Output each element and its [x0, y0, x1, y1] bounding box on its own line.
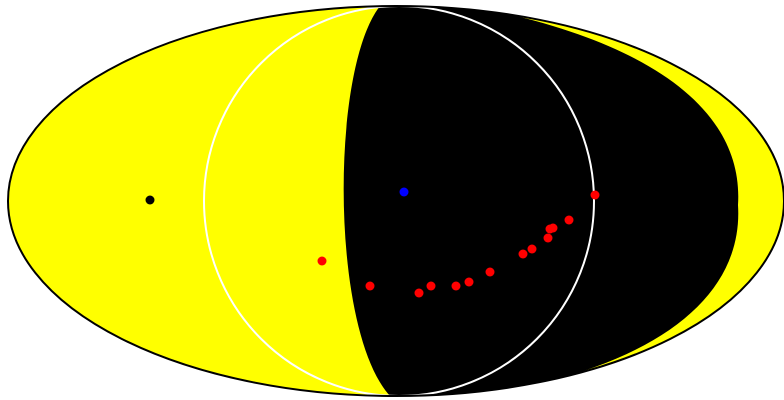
red-dot-10: [543, 233, 553, 243]
red-dot-14: [590, 190, 600, 200]
map-outline: [7, 5, 784, 397]
red-dot-9: [527, 244, 537, 254]
red-dot-2: [365, 281, 375, 291]
red-dot-8: [518, 249, 528, 259]
markers-layer: [145, 187, 600, 298]
red-dot-7: [485, 267, 495, 277]
red-dot-6: [464, 277, 474, 287]
red-dot-13: [564, 215, 574, 225]
red-dot-12: [548, 223, 558, 233]
night-region: [343, 6, 739, 396]
blue-dot: [399, 187, 409, 197]
red-dot-5: [451, 281, 461, 291]
red-dot-4: [426, 281, 436, 291]
black-dot: [145, 195, 155, 205]
red-dot-1: [317, 256, 327, 266]
red-dot-3: [414, 288, 424, 298]
